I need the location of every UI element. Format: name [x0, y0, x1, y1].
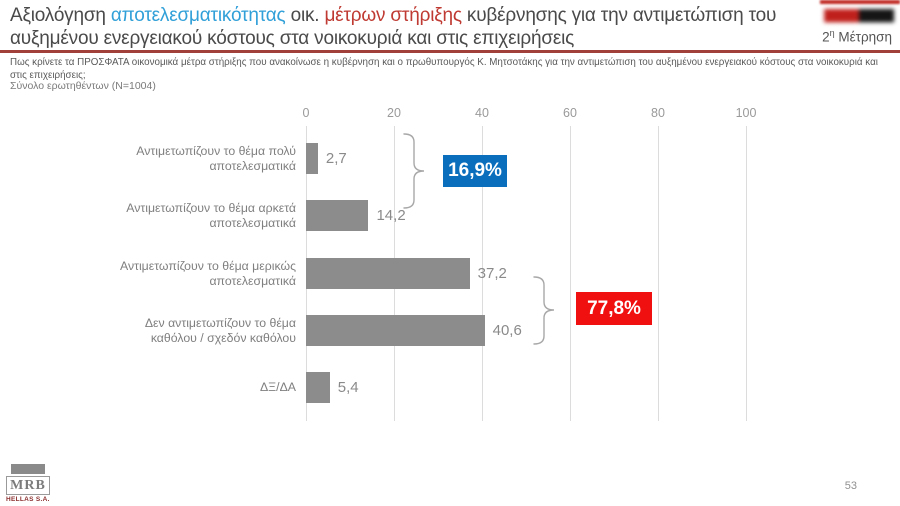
value-label: 14,2	[376, 207, 406, 224]
title-segment-4: κυβέρνησης για την αντιμετώπιση του αυξη…	[10, 5, 777, 49]
title-segment-0: Αξιολόγηση	[10, 5, 111, 26]
press-logo: █████ █████	[824, 9, 894, 24]
bar	[306, 143, 318, 174]
value-label: 5,4	[337, 379, 359, 396]
page-title: Αξιολόγηση αποτελεσματικότητας οικ. μέτρ…	[10, 4, 816, 50]
x-axis-tick-label: 20	[387, 106, 401, 120]
x-axis-tick-label: 100	[735, 106, 757, 120]
page-number: 53	[844, 480, 857, 492]
x-axis-tick-label: 60	[563, 106, 577, 120]
bar	[306, 200, 369, 231]
category-label: Αντιμετωπίζουν το θέμα αρκετά αποτελεσμα…	[126, 200, 296, 230]
gridline	[482, 126, 483, 421]
press-logo-black-part: █████	[859, 10, 894, 22]
bar	[306, 258, 470, 289]
x-axis-tick-label: 40	[475, 106, 489, 120]
title-segment-3: μέτρων στήριξης	[324, 5, 462, 26]
measurement-number: 2	[822, 29, 830, 45]
brace-top-group	[403, 133, 425, 209]
value-label: 2,7	[325, 150, 347, 167]
mrb-logo-text: MRB	[6, 476, 50, 495]
bar	[306, 372, 330, 403]
mrb-logo-bar	[11, 464, 45, 474]
brace-bottom-group	[533, 276, 555, 345]
bar	[306, 315, 485, 346]
category-label: ΔΞ/ΔΑ	[259, 380, 296, 394]
title-segment-1: αποτελεσματικότητας	[110, 5, 286, 26]
mrb-logo-subtext: HELLAS S.A.	[6, 496, 50, 503]
mrb-logo: MRB HELLAS S.A.	[6, 464, 50, 503]
x-axis-tick-label: 80	[651, 106, 665, 120]
measurement-label: 2η Μέτρηση	[822, 28, 892, 45]
gridline	[746, 126, 747, 421]
category-label: Αντιμετωπίζουν το θέμα πολύ αποτελεσματι…	[136, 143, 296, 173]
sample-size-note: Σύνολο ερωτηθέντων (Ν=1004)	[10, 80, 156, 92]
value-label: 37,2	[477, 265, 507, 282]
measurement-sup: η	[829, 28, 835, 38]
category-label: Αντιμετωπίζουν το θέμα μερικώς αποτελεσμ…	[119, 258, 296, 288]
press-logo-red-strip	[820, 0, 900, 4]
group-callout-0: 16,9%	[443, 155, 507, 187]
measurement-text: Μέτρηση	[834, 29, 892, 45]
group-callout-1: 77,8%	[576, 292, 652, 325]
gridline	[570, 126, 571, 421]
survey-question: Πως κρίνετε τα ΠΡΟΣΦΑΤΑ οικονομικά μέτρα…	[10, 57, 878, 81]
value-label: 40,6	[492, 322, 522, 339]
press-logo-red-part: █████	[824, 10, 859, 22]
gridline	[658, 126, 659, 421]
x-axis-tick-label: 0	[302, 106, 310, 120]
title-segment-2: οικ.	[285, 5, 325, 26]
title-underline	[0, 50, 900, 53]
category-label: Δεν αντιμετωπίζουν το θέμα καθόλου / σχε…	[144, 315, 296, 345]
